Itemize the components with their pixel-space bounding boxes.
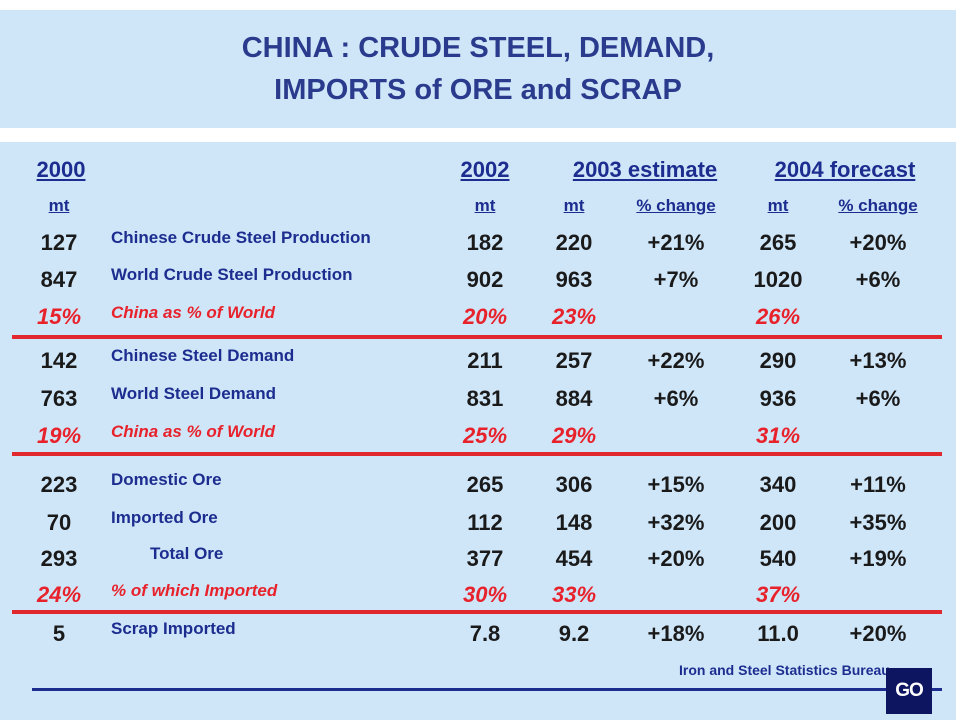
value-2004: 540 [759,546,797,571]
value-2004: 265 [759,230,797,255]
value-2003: 306 [555,472,593,497]
pct-change-2003: +7% [653,267,699,292]
pct-change-2003: +6% [653,386,699,411]
source-note: Iron and Steel Statistics Bureau [679,662,890,678]
header-2000: 2000 [36,157,86,182]
row-label: China as % of World [111,422,276,441]
unit-2003-pct-change: % change [636,196,716,215]
value-2000: 15% [36,304,82,329]
row-label: Chinese Steel Demand [111,346,295,365]
header-2002: 2002 [460,157,510,182]
row-label: Scrap Imported [111,619,236,638]
value-2002: 25% [462,423,508,448]
row-label: China as % of World [111,303,276,322]
value-2003: 33% [551,582,597,607]
pct-change-2003: +22% [647,348,705,373]
value-2002: 112 [467,510,503,535]
pct-change-2004: +11% [850,472,906,497]
value-2002: 265 [466,472,504,497]
row-label: Imported Ore [111,508,218,527]
pct-change-2004: +20% [849,621,907,646]
pct-change-2003: +15% [647,472,705,497]
value-2002: 182 [466,230,504,255]
row-label: World Steel Demand [111,384,276,403]
row-label: Total Ore [150,544,224,563]
value-2004: 31% [755,423,801,448]
value-2000: 19% [36,423,82,448]
title-banner: CHINA : CRUDE STEEL, DEMAND, IMPORTS of … [0,10,956,128]
value-2004: 37% [755,582,801,607]
value-2003: 884 [555,386,593,411]
row-label: % of which Imported [111,581,278,600]
data-panel [0,142,956,720]
value-2004: 1020 [753,267,803,292]
value-2004: 26% [755,304,801,329]
value-2000: 293 [40,546,78,571]
value-2003: 9.2 [558,621,590,646]
company-logo: GO [886,668,932,714]
title-line-2: IMPORTS of ORE and SCRAP [274,74,682,106]
value-2004: 936 [759,386,797,411]
title-line-1: CHINA : CRUDE STEEL, DEMAND, [241,32,715,64]
row-label: World Crude Steel Production [111,265,353,284]
value-2003: 23% [551,304,597,329]
pct-change-2004: +19% [849,546,907,571]
value-2004: 200 [759,510,797,535]
value-2002: 902 [466,267,504,292]
pct-change-2004: +20% [849,230,907,255]
value-2004: 11.0 [757,621,799,646]
value-2003: 148 [555,510,593,535]
pct-change-2004: +6% [855,386,901,411]
unit-2003: mt [563,196,585,215]
value-2000: 142 [40,348,78,373]
header-2004-forecast: 2004 forecast [774,157,916,182]
section-divider-2 [12,452,942,456]
value-2003: 963 [555,267,593,292]
pct-change-2003: +21% [647,230,705,255]
pct-change-2003: +18% [647,621,705,646]
pct-change-2004: +6% [855,267,901,292]
unit-2004: mt [767,196,789,215]
value-2000: 127 [40,230,78,255]
value-2002: 7.8 [469,621,501,646]
header-2003-estimate: 2003 estimate [572,157,718,182]
value-2000: 847 [40,267,78,292]
value-2002: 30% [462,582,508,607]
bottom-rule [32,688,942,691]
value-2003: 29% [551,423,597,448]
value-2000: 5 [52,621,66,646]
value-2002: 20% [462,304,508,329]
value-2000: 223 [40,472,78,497]
value-2003: 220 [555,230,593,255]
value-2003: 454 [555,546,593,571]
value-2002: 831 [466,386,504,411]
value-2000: 70 [46,510,72,535]
value-2002: 211 [467,348,503,373]
value-2003: 257 [555,348,593,373]
value-2000: 763 [40,386,78,411]
section-divider-3 [12,610,942,614]
unit-2002: mt [474,196,496,215]
section-divider-1 [12,335,942,339]
unit-2000: mt [48,196,70,215]
pct-change-2004: +13% [849,348,907,373]
unit-2004-pct-change: % change [838,196,918,215]
row-label: Domestic Ore [111,470,222,489]
value-2004: 340 [759,472,797,497]
pct-change-2003: +20% [647,546,705,571]
value-2000: 24% [36,582,82,607]
value-2002: 377 [466,546,504,571]
row-label: Chinese Crude Steel Production [111,228,371,247]
value-2004: 290 [759,348,797,373]
pct-change-2004: +35% [849,510,907,535]
pct-change-2003: +32% [647,510,705,535]
